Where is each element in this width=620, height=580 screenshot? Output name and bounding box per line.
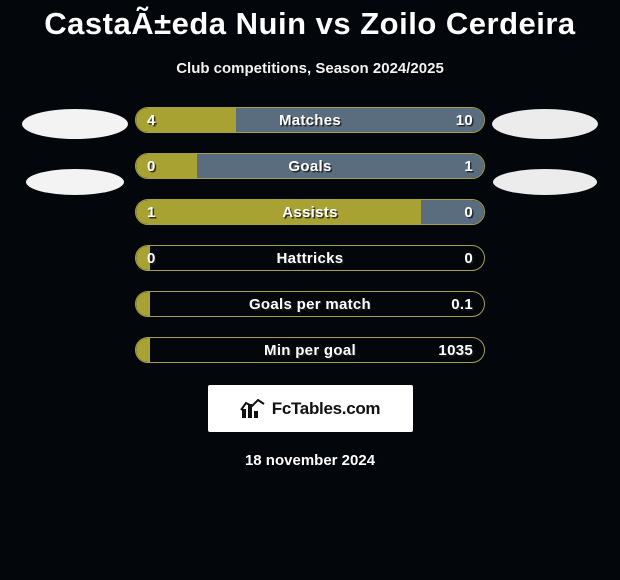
stat-bars: 4Matches100Goals11Assists00Hattricks0Goa… [135, 107, 485, 363]
chart-area: 4Matches100Goals11Assists00Hattricks0Goa… [0, 107, 620, 363]
right-value: 0 [464, 200, 473, 224]
right-value: 10 [456, 108, 473, 132]
stat-name: Min per goal [136, 338, 484, 362]
stat-bar: 4Matches10 [135, 107, 485, 133]
stat-bar: 1Assists0 [135, 199, 485, 225]
stat-name: Matches [136, 108, 484, 132]
logo-text: FcTables.com [272, 399, 381, 419]
stat-name: Hattricks [136, 246, 484, 270]
stat-bar: 0Hattricks0 [135, 245, 485, 271]
left-player-avatars [15, 107, 135, 195]
stat-name: Goals [136, 154, 484, 178]
stat-name: Assists [136, 200, 484, 224]
chart-icon [240, 399, 266, 419]
player-avatar-placeholder [26, 169, 124, 195]
right-value: 1 [464, 154, 473, 178]
date-label: 18 november 2024 [245, 452, 375, 469]
right-value: 0.1 [451, 292, 473, 316]
stat-bar: Goals per match0.1 [135, 291, 485, 317]
player-avatar-placeholder [492, 109, 598, 139]
fctables-logo: FcTables.com [208, 385, 413, 432]
stat-bar: Min per goal1035 [135, 337, 485, 363]
page-title: CastaÃ±eda Nuin vs Zoilo Cerdeira [44, 6, 575, 42]
right-value: 0 [464, 246, 473, 270]
subtitle: Club competitions, Season 2024/2025 [176, 60, 444, 77]
right-value: 1035 [438, 338, 473, 362]
player-avatar-placeholder [493, 169, 597, 195]
comparison-infographic: CastaÃ±eda Nuin vs Zoilo Cerdeira Club c… [0, 0, 620, 469]
stat-name: Goals per match [136, 292, 484, 316]
right-player-avatars [485, 107, 605, 195]
player-avatar-placeholder [22, 109, 128, 139]
stat-bar: 0Goals1 [135, 153, 485, 179]
